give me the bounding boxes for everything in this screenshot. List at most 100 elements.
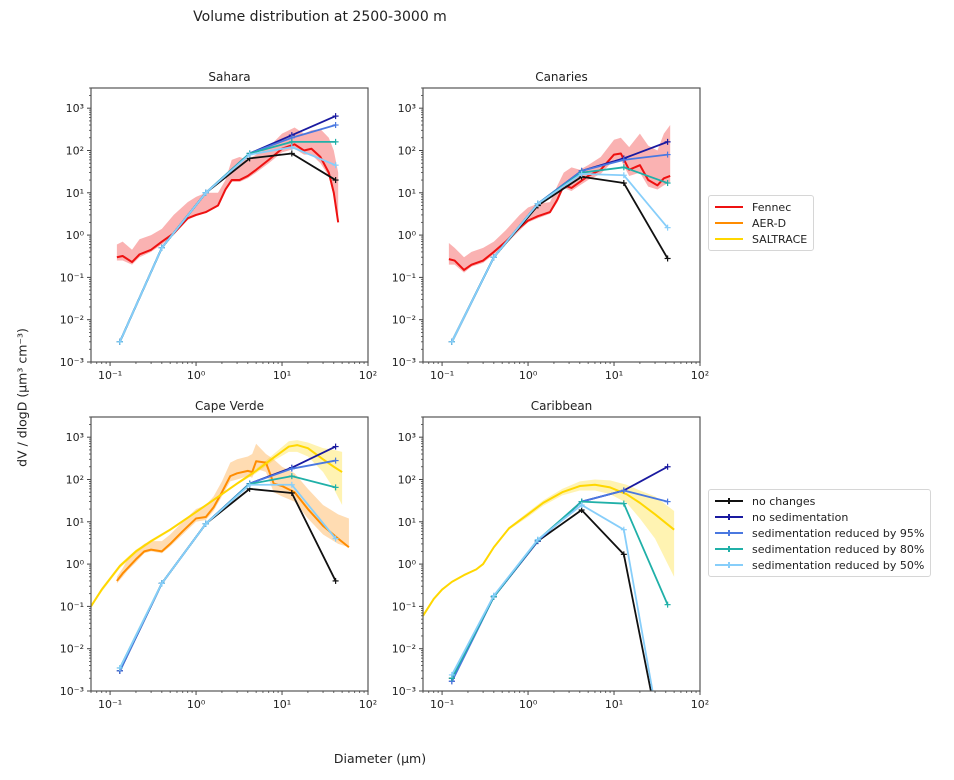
x-tick-label: 10² <box>359 369 377 382</box>
axes-frame <box>422 87 701 363</box>
x-tick-label: 10⁻¹ <box>98 698 122 711</box>
y-tick-label: 10¹ <box>66 516 84 529</box>
legend-item-no-sedimentation: no sedimentation <box>715 509 924 525</box>
legend-label: sedimentation reduced by 80% <box>752 542 925 556</box>
uncertainty-band-aer-d <box>116 443 349 584</box>
axes-frame <box>90 416 369 692</box>
model-line-sedimentation-reduced-by-95 <box>119 124 336 343</box>
data-marker <box>620 172 627 179</box>
legend-swatch <box>715 498 743 504</box>
data-marker <box>288 150 295 157</box>
data-marker <box>578 501 585 508</box>
data-marker <box>448 338 455 345</box>
data-marker <box>620 156 627 163</box>
legend-model: no changes no sedimentation sedimentatio… <box>708 489 932 577</box>
y-tick-label: 10⁰ <box>398 229 417 242</box>
data-marker <box>332 162 339 169</box>
y-tick-label: 10² <box>398 473 416 486</box>
axes-frame <box>90 87 369 363</box>
data-marker <box>332 484 339 491</box>
x-axis-label: Diameter (µm) <box>333 751 427 766</box>
data-marker <box>246 151 253 158</box>
y-tick-label: 10³ <box>66 102 84 115</box>
x-tick-label: 10² <box>359 698 377 711</box>
legend-swatch <box>715 546 743 552</box>
x-tick-label: 10¹ <box>605 369 623 382</box>
y-tick-label: 10⁻¹ <box>392 600 416 613</box>
plot-area <box>448 125 671 345</box>
data-marker <box>288 144 295 151</box>
plot-area <box>91 440 350 674</box>
plot-area <box>116 113 340 345</box>
legend-label: sedimentation reduced by 50% <box>752 558 925 572</box>
legend-label: sedimentation reduced by 95% <box>752 526 925 540</box>
y-tick-label: 10³ <box>398 431 416 444</box>
y-tick-label: 10⁰ <box>398 558 417 571</box>
model-line-sedimentation-reduced-by-50 <box>119 483 337 669</box>
legend-swatch <box>715 562 743 568</box>
y-tick-label: 10³ <box>66 431 84 444</box>
x-tick-label: 10² <box>691 698 709 711</box>
x-tick-label: 10² <box>691 369 709 382</box>
y-tick-label: 10⁻³ <box>392 685 416 698</box>
uncertainty-band-fennec <box>448 125 671 273</box>
data-marker <box>288 489 295 496</box>
data-marker <box>490 254 497 261</box>
data-marker <box>332 122 339 129</box>
plot-area <box>423 463 675 779</box>
data-marker <box>664 224 671 231</box>
data-marker <box>620 526 627 533</box>
data-marker <box>288 481 295 488</box>
y-tick-label: 10⁻¹ <box>392 271 416 284</box>
obs-line-saltrace <box>423 483 675 617</box>
data-marker <box>332 113 339 120</box>
x-tick-label: 10⁻¹ <box>430 369 454 382</box>
obs-line-fennec <box>116 143 340 264</box>
data-marker <box>332 443 339 450</box>
legend-swatch <box>715 530 743 536</box>
model-line-sedimentation-reduced-by-95 <box>451 489 668 682</box>
legend-item-sed-95: sedimentation reduced by 95% <box>715 525 924 541</box>
data-marker <box>288 138 295 145</box>
axes-frame <box>422 416 701 692</box>
model-line-sedimentation-reduced-by-50 <box>119 146 336 343</box>
x-tick-label: 10⁰ <box>519 369 538 382</box>
data-marker <box>332 457 339 464</box>
data-marker <box>664 601 671 608</box>
data-marker <box>620 180 627 187</box>
obs-line-saltrace <box>91 444 343 607</box>
data-marker <box>665 773 671 779</box>
legend-label: no sedimentation <box>752 510 849 524</box>
legend-label: no changes <box>752 494 816 508</box>
y-tick-label: 10⁻² <box>60 643 84 656</box>
data-marker <box>116 664 123 671</box>
data-marker <box>664 498 671 505</box>
legend-label: SALTRACE <box>752 232 808 246</box>
subplot-cape-verde: Cape Verde 10⁻³ 10⁻² 10⁻¹ 10⁰ 10¹ 10² 10³ 10⁻¹ 10… <box>60 399 377 711</box>
subplot-canaries: Canaries 10⁻³ 10⁻² 10⁻¹ 10⁰ 10¹ 10² 10³ 10⁻¹ 10⁰ 1… <box>392 70 709 382</box>
data-marker <box>332 577 339 584</box>
y-tick-label: 10⁻³ <box>60 356 84 369</box>
x-tick-label: 10¹ <box>273 369 291 382</box>
subplot-title: Cape Verde <box>195 399 264 413</box>
x-tick-label: 10¹ <box>273 698 291 711</box>
legend-item-sed-80: sedimentation reduced by 80% <box>715 541 924 557</box>
data-marker <box>578 170 585 177</box>
obs-line-aer-d <box>116 460 350 582</box>
data-marker <box>158 580 165 587</box>
y-tick-label: 10³ <box>398 102 416 115</box>
y-tick-label: 10⁻¹ <box>60 600 84 613</box>
subplot-sahara: Sahara 10⁻³ 10⁻² 10⁻¹ 10⁰ 10¹ 10² 10³ 10⁻¹ 10⁰ 10¹… <box>60 70 377 382</box>
y-tick-label: 10⁻¹ <box>60 271 84 284</box>
y-tick-label: 10⁻² <box>60 314 84 327</box>
data-marker <box>578 506 585 513</box>
y-tick-label: 10⁻³ <box>392 356 416 369</box>
y-tick-label: 10¹ <box>66 187 84 200</box>
y-tick-label: 10² <box>398 144 416 157</box>
data-marker <box>620 500 627 507</box>
y-tick-label: 10⁻² <box>392 314 416 327</box>
data-marker <box>664 138 671 145</box>
subplot-title: Caribbean <box>531 399 593 413</box>
